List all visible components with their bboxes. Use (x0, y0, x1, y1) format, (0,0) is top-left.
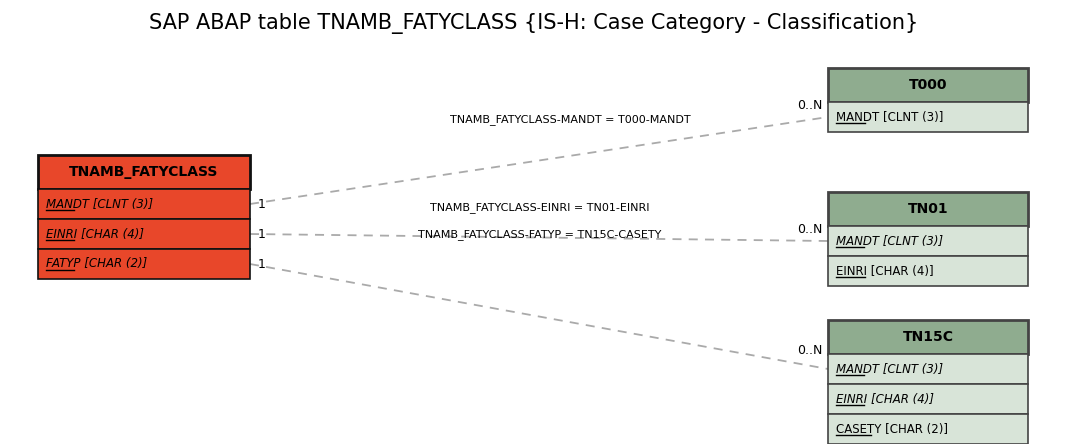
Text: EINRI [CHAR (4)]: EINRI [CHAR (4)] (837, 265, 934, 278)
FancyBboxPatch shape (828, 384, 1028, 414)
Text: CASETY [CHAR (2)]: CASETY [CHAR (2)] (837, 423, 947, 436)
FancyBboxPatch shape (38, 189, 250, 219)
FancyBboxPatch shape (828, 68, 1028, 102)
FancyBboxPatch shape (828, 226, 1028, 256)
FancyBboxPatch shape (38, 219, 250, 249)
Text: T000: T000 (909, 78, 947, 92)
Text: TN15C: TN15C (903, 330, 954, 344)
Text: EINRI [CHAR (4)]: EINRI [CHAR (4)] (837, 392, 934, 405)
Text: MANDT [CLNT (3)]: MANDT [CLNT (3)] (837, 111, 943, 123)
Text: MANDT [CLNT (3)]: MANDT [CLNT (3)] (46, 198, 154, 210)
Text: TNAMB_FATYCLASS-EINRI = TN01-EINRI: TNAMB_FATYCLASS-EINRI = TN01-EINRI (430, 202, 650, 214)
Text: TNAMB_FATYCLASS: TNAMB_FATYCLASS (69, 165, 219, 179)
FancyBboxPatch shape (828, 192, 1028, 226)
FancyBboxPatch shape (828, 354, 1028, 384)
Text: MANDT [CLNT (3)]: MANDT [CLNT (3)] (837, 234, 943, 247)
Text: TNAMB_FATYCLASS-FATYP = TN15C-CASETY: TNAMB_FATYCLASS-FATYP = TN15C-CASETY (418, 230, 662, 241)
Text: 0..N: 0..N (797, 345, 822, 357)
FancyBboxPatch shape (828, 102, 1028, 132)
Text: 1: 1 (258, 258, 266, 270)
Text: SAP ABAP table TNAMB_FATYCLASS {IS-H: Case Category - Classification}: SAP ABAP table TNAMB_FATYCLASS {IS-H: Ca… (149, 13, 918, 34)
FancyBboxPatch shape (38, 249, 250, 279)
Text: TNAMB_FATYCLASS-MANDT = T000-MANDT: TNAMB_FATYCLASS-MANDT = T000-MANDT (449, 115, 690, 126)
Text: MANDT [CLNT (3)]: MANDT [CLNT (3)] (837, 362, 943, 376)
FancyBboxPatch shape (38, 155, 250, 189)
Text: TN01: TN01 (908, 202, 949, 216)
Text: 0..N: 0..N (797, 222, 822, 235)
Text: EINRI [CHAR (4)]: EINRI [CHAR (4)] (46, 227, 144, 241)
FancyBboxPatch shape (828, 414, 1028, 444)
Text: 1: 1 (258, 198, 266, 210)
FancyBboxPatch shape (828, 320, 1028, 354)
Text: 0..N: 0..N (797, 99, 822, 111)
FancyBboxPatch shape (828, 256, 1028, 286)
Text: 1: 1 (258, 227, 266, 241)
Text: FATYP [CHAR (2)]: FATYP [CHAR (2)] (46, 258, 147, 270)
